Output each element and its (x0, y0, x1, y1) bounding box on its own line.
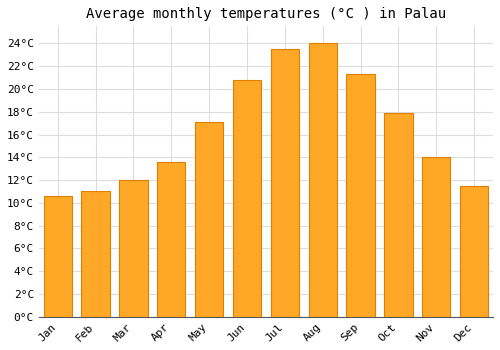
Bar (346, 74, 375, 317)
Title: Average monthly temperatures (°C ) in Palau: Average monthly temperatures (°C ) in Pa… (86, 7, 446, 21)
Bar (195, 122, 224, 317)
Bar (270, 49, 299, 317)
Bar (157, 162, 186, 317)
Bar (422, 157, 450, 317)
Bar (384, 113, 412, 317)
Bar (308, 43, 337, 317)
Bar (82, 191, 110, 317)
Bar (460, 186, 488, 317)
Bar (119, 180, 148, 317)
Bar (44, 196, 72, 317)
Bar (233, 80, 261, 317)
